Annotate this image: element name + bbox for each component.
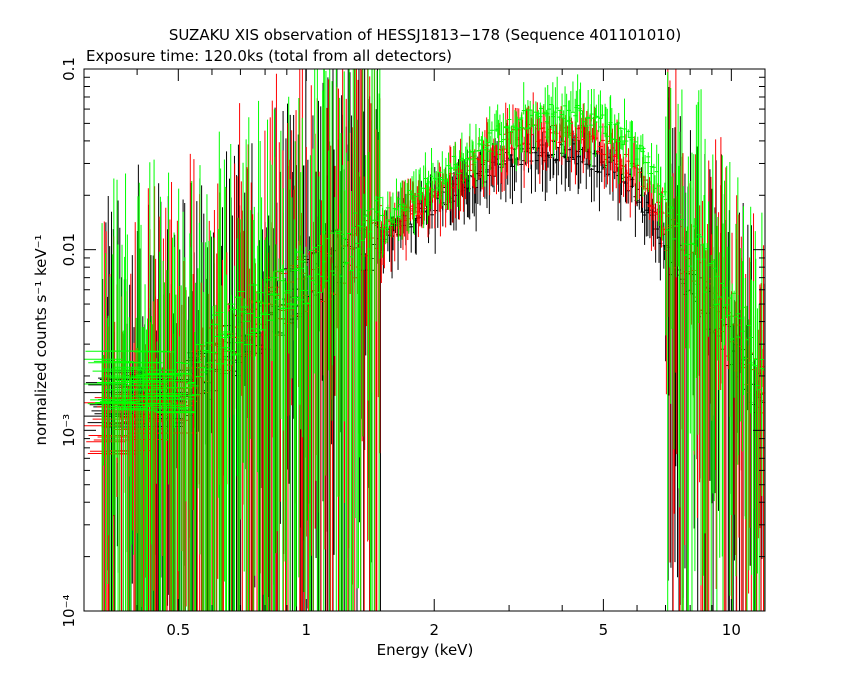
data-series bbox=[84, 69, 766, 611]
x-tick-label: 2 bbox=[429, 621, 439, 639]
y-tick-label: 0.1 bbox=[60, 57, 78, 81]
y-tick-label: 10⁻³ bbox=[60, 414, 78, 447]
x-tick-label: 10 bbox=[722, 621, 741, 639]
x-axis-label: Energy (keV) bbox=[377, 641, 474, 659]
chart-subtitle: Exposure time: 120.0ks (total from all d… bbox=[86, 47, 452, 65]
x-tick-label: 1 bbox=[301, 621, 311, 639]
axes: 0.5 1 2 5 10 0.1 0.01 10⁻³ 10⁻⁴ bbox=[60, 57, 765, 639]
plot-frame bbox=[83, 68, 766, 612]
y-tick-label: 0.01 bbox=[60, 233, 78, 266]
x-tick-label: 5 bbox=[599, 621, 609, 639]
y-axis-label: normalized counts s⁻¹ keV⁻¹ bbox=[32, 234, 50, 445]
x-tick-label: 0.5 bbox=[166, 621, 190, 639]
y-tick-label: 10⁻⁴ bbox=[60, 594, 78, 627]
series-2 bbox=[84, 69, 766, 611]
chart-title: SUZAKU XIS observation of HESSJ1813−178 … bbox=[169, 26, 681, 44]
